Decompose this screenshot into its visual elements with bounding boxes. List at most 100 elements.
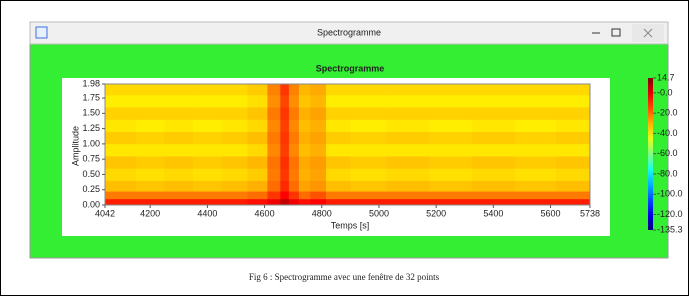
- heat-cell: [556, 95, 590, 108]
- heat-cell: [280, 132, 289, 145]
- heat-cell: [247, 181, 267, 192]
- heat-cell: [280, 199, 289, 205]
- heat-cell: [326, 191, 351, 199]
- heat-cell: [105, 95, 136, 108]
- heat-cell: [556, 119, 590, 132]
- heat-cell: [280, 119, 289, 132]
- heat-cell: [289, 119, 299, 132]
- heat-cell: [289, 191, 299, 199]
- heat-cell: [267, 95, 280, 108]
- colorbar-tick-label: -60.0: [657, 148, 678, 158]
- heat-cell: [429, 107, 472, 120]
- heat-cell: [267, 199, 280, 205]
- heat-cell: [136, 84, 165, 95]
- heat-cell: [247, 119, 267, 132]
- heat-cell: [164, 156, 193, 169]
- heat-cell: [289, 168, 299, 181]
- heat-cell: [310, 181, 326, 192]
- heat-cell: [350, 191, 386, 199]
- heat-cell: [289, 95, 299, 108]
- heat-cell: [247, 199, 267, 205]
- heat-cell: [193, 119, 222, 132]
- y-tick-label: 0.75: [82, 154, 100, 164]
- heat-cell: [136, 95, 165, 108]
- heat-cell: [280, 84, 289, 95]
- heat-cell: [136, 168, 165, 181]
- heat-cell: [289, 156, 299, 169]
- heat-cell: [310, 156, 326, 169]
- y-tick-label: 1.25: [82, 123, 100, 133]
- heat-cell: [222, 95, 248, 108]
- heat-cell: [515, 191, 557, 199]
- heat-cell: [193, 144, 222, 157]
- heat-cell: [164, 84, 193, 95]
- y-axis-label: Amplitude: [70, 126, 80, 166]
- heat-cell: [105, 132, 136, 145]
- heat-cell: [350, 181, 386, 192]
- heat-cell: [164, 107, 193, 120]
- heat-cell: [515, 95, 557, 108]
- heat-cell: [326, 156, 351, 169]
- heat-cell: [280, 191, 289, 199]
- heat-cell: [386, 95, 429, 108]
- page: Spectrogramme Spectrogramme Temps [s] Am…: [0, 0, 689, 296]
- heat-cell: [472, 156, 515, 169]
- colorbar-tick-label: 14.7: [657, 72, 675, 82]
- x-tick-label: 5400: [483, 208, 503, 218]
- y-tick-label: 1.50: [82, 108, 100, 118]
- heat-cell: [105, 119, 136, 132]
- heat-cell: [310, 199, 326, 205]
- heat-cell: [515, 181, 557, 192]
- heat-cell: [326, 181, 351, 192]
- heat-cell: [299, 144, 311, 157]
- screenshot: Spectrogramme Spectrogramme Temps [s] Am…: [0, 0, 689, 296]
- heat-cell: [556, 191, 590, 199]
- heat-cell: [136, 156, 165, 169]
- heat-cell: [247, 144, 267, 157]
- heat-cell: [280, 168, 289, 181]
- heat-cell: [247, 191, 267, 199]
- heat-cell: [429, 199, 472, 205]
- heat-cell: [350, 156, 386, 169]
- heat-cell: [136, 132, 165, 145]
- heat-cell: [280, 95, 289, 108]
- x-tick-label: 4800: [312, 208, 332, 218]
- heat-cell: [299, 84, 311, 95]
- heat-cell: [472, 191, 515, 199]
- heat-cell: [164, 191, 193, 199]
- heat-cell: [326, 199, 351, 205]
- heat-cell: [472, 95, 515, 108]
- window-icon[interactable]: [36, 27, 47, 38]
- heat-cell: [222, 199, 248, 205]
- heat-cell: [429, 119, 472, 132]
- heat-cell: [193, 168, 222, 181]
- heat-cell: [350, 132, 386, 145]
- heat-cell: [222, 181, 248, 192]
- heat-cell: [247, 84, 267, 95]
- y-tick-label: 0.00: [82, 199, 100, 209]
- x-axis-label: Temps [s]: [331, 220, 370, 230]
- heat-cell: [310, 168, 326, 181]
- colorbar: [648, 78, 653, 230]
- heat-cell: [556, 168, 590, 181]
- heat-cell: [193, 107, 222, 120]
- heat-cell: [299, 132, 311, 145]
- heat-cell: [267, 168, 280, 181]
- colorbar-tick-label: -0.0: [657, 87, 673, 97]
- heat-cell: [472, 181, 515, 192]
- heat-cell: [472, 132, 515, 145]
- heat-cell: [429, 132, 472, 145]
- x-tick-label: 4042: [95, 208, 115, 218]
- heat-cell: [136, 191, 165, 199]
- heat-cell: [193, 132, 222, 145]
- heat-cell: [386, 199, 429, 205]
- heat-cell: [556, 181, 590, 192]
- colorbar-tick-label: -135.3: [657, 224, 683, 234]
- x-tick-label: 4400: [197, 208, 217, 218]
- heat-cell: [164, 168, 193, 181]
- heat-cell: [310, 95, 326, 108]
- heat-cell: [472, 199, 515, 205]
- heat-cell: [267, 119, 280, 132]
- chart-title: Spectrogramme: [316, 63, 385, 73]
- heat-cell: [326, 144, 351, 157]
